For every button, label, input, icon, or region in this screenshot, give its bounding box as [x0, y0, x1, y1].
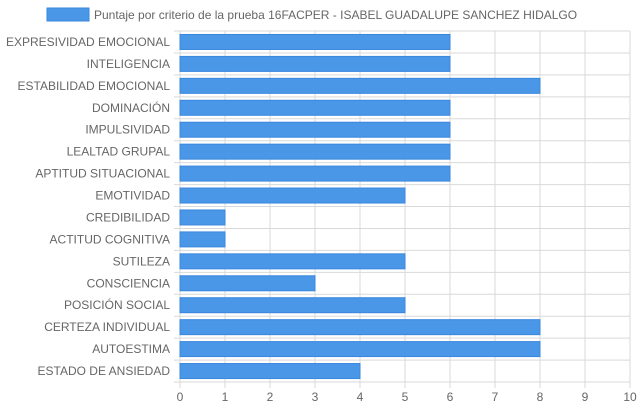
- bar[interactable]: [179, 99, 451, 116]
- x-tick-label: 8: [537, 390, 544, 404]
- x-tick-label: 0: [177, 390, 184, 404]
- bar[interactable]: [179, 165, 451, 182]
- category-label: EXPRESIVIDAD EMOCIONAL: [6, 35, 170, 49]
- bars: [179, 33, 541, 380]
- legend-swatch: [46, 7, 90, 22]
- category-label: CONSCIENCIA: [87, 276, 170, 290]
- category-label: AUTOESTIMA: [92, 342, 170, 356]
- x-axis-ticks: 0 1 2 3 4 5 6 7 8 9 10: [177, 390, 637, 404]
- category-label: ESTABILIDAD EMOCIONAL: [18, 79, 171, 93]
- bar[interactable]: [179, 231, 226, 248]
- bar[interactable]: [179, 187, 406, 204]
- category-label: LEALTAD GRUPAL: [67, 145, 171, 159]
- x-tick-label: 1: [222, 390, 229, 404]
- x-tick-label: 9: [582, 390, 589, 404]
- legend[interactable]: Puntaje por criterio de la prueba 16FACP…: [46, 7, 577, 22]
- bar[interactable]: [179, 121, 451, 138]
- category-labels: EXPRESIVIDAD EMOCIONAL INTELIGENCIA ESTABI…: [6, 35, 170, 378]
- bar[interactable]: [179, 297, 406, 314]
- category-label: ACTITUD COGNITIVA: [50, 232, 170, 246]
- bar[interactable]: [179, 77, 541, 94]
- x-tick-label: 5: [402, 390, 409, 404]
- category-label: CREDIBILIDAD: [86, 210, 170, 224]
- bar[interactable]: [179, 253, 406, 270]
- bar[interactable]: [179, 275, 316, 292]
- bar[interactable]: [179, 143, 451, 160]
- category-label: APTITUD SITUACIONAL: [35, 167, 170, 181]
- category-label: POSICIÓN SOCIAL: [64, 297, 170, 312]
- bar[interactable]: [179, 55, 451, 72]
- category-label: SUTILEZA: [113, 254, 170, 268]
- category-label: CERTEZA INDIVIDUAL: [44, 320, 170, 334]
- x-tick-label: 7: [492, 390, 499, 404]
- bar[interactable]: [179, 319, 541, 336]
- x-tick-label: 2: [267, 390, 274, 404]
- category-label: DOMINACIÓN: [92, 100, 170, 115]
- category-label: INTELIGENCIA: [87, 57, 170, 71]
- bar[interactable]: [179, 363, 361, 380]
- bar[interactable]: [179, 33, 451, 50]
- x-tick-label: 10: [623, 390, 637, 404]
- bar[interactable]: [179, 209, 226, 226]
- x-tick-label: 4: [357, 390, 364, 404]
- x-tick-label: 3: [312, 390, 319, 404]
- category-label: EMOTIVIDAD: [95, 189, 170, 203]
- category-label: IMPULSIVIDAD: [85, 123, 170, 137]
- category-label: ESTADO DE ANSIEDAD: [38, 364, 171, 378]
- bar[interactable]: [179, 341, 541, 358]
- legend-label: Puntaje por criterio de la prueba 16FACP…: [94, 8, 577, 22]
- x-tick-label: 6: [447, 390, 454, 404]
